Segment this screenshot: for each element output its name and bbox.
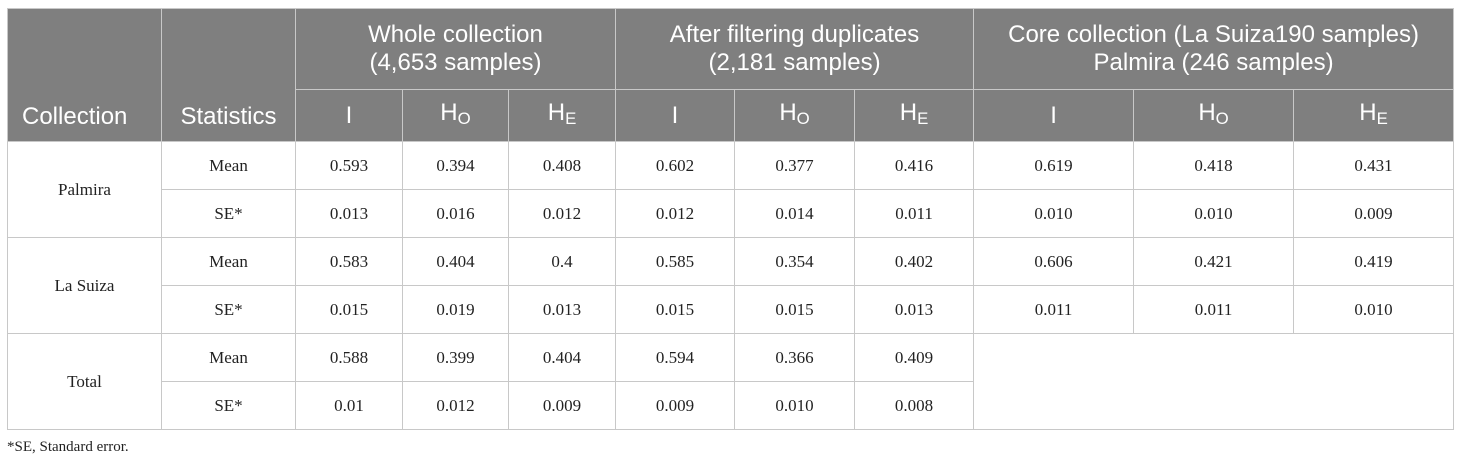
value-cell: 0.404	[507, 333, 617, 382]
value-cell: 0.606	[973, 237, 1135, 286]
value-cell: 0.008	[854, 381, 975, 430]
value-cell: 0.593	[295, 141, 403, 190]
value-cell: 0.409	[854, 333, 975, 382]
value-cell: 0.394	[402, 141, 509, 190]
value-cell: 0.011	[1133, 285, 1295, 334]
value-cell: 0.010	[973, 189, 1135, 238]
subcolumn-symbol: I	[1050, 101, 1057, 129]
subcolumn-header: HO	[402, 89, 509, 142]
subcolumn-header: HE	[507, 89, 617, 142]
collection-cell: Palmira	[7, 141, 162, 238]
table-body: Palmira Mean 0.593 0.394 0.408 0.602 0.377 0.41…	[7, 141, 1455, 430]
value-cell: 0.012	[615, 189, 736, 238]
value-cell: 0.012	[402, 381, 509, 430]
table-header: Collection Statistics Whole collection (…	[7, 8, 1455, 142]
subcolumn-header: I	[973, 89, 1135, 142]
value-cell: 0.354	[734, 237, 856, 286]
value-cell: 0.019	[402, 285, 509, 334]
value-cell: 0.015	[734, 285, 856, 334]
collection-cell: Total	[7, 333, 162, 430]
table-row: SE* 0.013 0.016 0.012 0.012 0.014 0.011 0.010 0.…	[8, 189, 1455, 238]
table-footnote: *SE, Standard error.	[7, 439, 129, 455]
statistic-label-cell: SE*	[161, 189, 296, 238]
value-cell: 0.010	[1133, 189, 1295, 238]
value-cell: 0.583	[295, 237, 403, 286]
value-cell: 0.416	[854, 141, 975, 190]
value-cell: 0.402	[854, 237, 975, 286]
subcolumn-header: I	[615, 89, 736, 142]
subcolumn-symbol: H	[1359, 98, 1377, 126]
value-cell: 0.009	[1293, 189, 1455, 238]
value-cell: 0.585	[615, 237, 736, 286]
value-cell: 0.404	[402, 237, 509, 286]
subcolumn-subscript: O	[1215, 108, 1229, 128]
table-row: SE* 0.015 0.019 0.013 0.015 0.015 0.013 0.011 0.…	[8, 285, 1455, 334]
statistics-header: Statistics	[161, 8, 296, 142]
collection-header: Collection	[7, 8, 162, 142]
subcolumn-symbol: H	[899, 98, 918, 126]
subcolumn-header: I	[295, 89, 403, 142]
subcolumn-symbol: H	[1198, 98, 1216, 126]
value-cell: 0.011	[854, 189, 975, 238]
value-cell: 0.016	[402, 189, 509, 238]
group-header-filtered: After filtering duplicates (2,181 sample…	[615, 8, 975, 90]
value-cell: 0.419	[1293, 237, 1455, 286]
value-cell: 0.013	[854, 285, 975, 334]
statistic-label-cell: Mean	[161, 237, 296, 286]
table-row: La Suiza Mean 0.583 0.404 0.4 0.585 0.354 0.402…	[7, 237, 1455, 334]
value-cell: 0.421	[1133, 237, 1295, 286]
value-cell: 0.015	[295, 285, 403, 334]
statistic-label-cell: SE*	[161, 381, 296, 430]
subheader-row: I HO HE I HO HE I HO HE	[8, 89, 1455, 142]
value-cell: 0.009	[615, 381, 736, 430]
group-header-whole: Whole collection (4,653 samples)	[294, 8, 617, 90]
value-cell: 0.366	[734, 333, 856, 382]
value-cell: 0.377	[734, 141, 856, 190]
value-cell: 0.01	[295, 381, 403, 430]
subcolumn-symbol: I	[345, 101, 353, 129]
value-cell: 0.418	[1133, 141, 1295, 190]
value-cell: 0.588	[295, 333, 403, 382]
value-cell: 0.013	[507, 285, 617, 334]
group-header-core: Core collection (La Suiza190 samples) Pa…	[973, 8, 1455, 90]
subcolumn-header: HE	[854, 89, 975, 142]
subcolumn-symbol: H	[547, 98, 566, 126]
subcolumn-subscript: O	[457, 108, 471, 128]
subcolumn-header: HO	[1133, 89, 1295, 142]
value-cell: 0.619	[973, 141, 1135, 190]
value-cell: 0.010	[734, 381, 856, 430]
subcolumn-symbol: H	[779, 98, 797, 126]
value-cell: 0.013	[295, 189, 403, 238]
value-cell: 0.594	[615, 333, 736, 382]
subcolumn-subscript: O	[796, 108, 810, 128]
value-cell: 0.4	[507, 237, 617, 286]
statistic-label-cell: Mean	[161, 141, 296, 190]
subcolumn-symbol: H	[440, 98, 458, 126]
subcolumn-subscript: E	[1376, 108, 1388, 128]
value-cell: 0.014	[734, 189, 856, 238]
value-cell: 0.015	[615, 285, 736, 334]
value-cell: 0.399	[402, 333, 509, 382]
subcolumn-header: HO	[734, 89, 856, 142]
table-row: Palmira Mean 0.593 0.394 0.408 0.602 0.377 0.41…	[7, 141, 1455, 238]
value-cell: 0.602	[615, 141, 736, 190]
table-row: SE* 0.01 0.012 0.009 0.009 0.010 0.008	[8, 381, 1454, 430]
value-cell: 0.009	[507, 381, 617, 430]
value-cell: 0.011	[973, 285, 1135, 334]
value-cell: 0.431	[1293, 141, 1455, 190]
value-cell: 0.012	[507, 189, 617, 238]
statistic-label-cell: Mean	[161, 333, 296, 382]
value-cell: 0.408	[507, 141, 617, 190]
table-row: Total Mean 0.588 0.399 0.404 0.594 0.366 0.409	[7, 333, 1455, 430]
subcolumn-subscript: E	[917, 108, 929, 128]
subcolumn-symbol: I	[671, 101, 679, 129]
statistic-label-cell: SE*	[161, 285, 296, 334]
collection-cell: La Suiza	[7, 237, 162, 334]
subcolumn-header: HE	[1293, 89, 1455, 142]
empty-cell	[973, 333, 1455, 430]
statistics-table: Collection Statistics Whole collection (…	[7, 8, 1455, 430]
value-cell: 0.010	[1293, 285, 1455, 334]
subcolumn-subscript: E	[565, 108, 577, 128]
